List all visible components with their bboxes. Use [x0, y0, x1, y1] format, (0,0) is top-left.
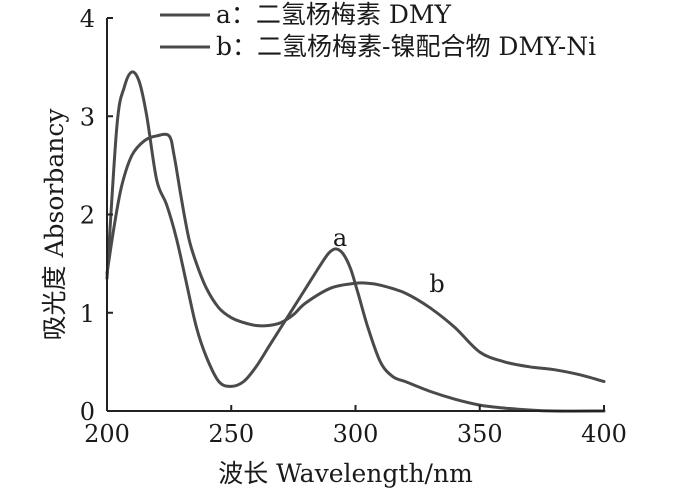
- legend-label-b: b：二氢杨梅素-镍配合物 DMY-Ni: [216, 32, 596, 61]
- curve-label-a: a: [333, 224, 347, 252]
- y-tick-label: 2: [80, 202, 95, 230]
- x-tick-label: 300: [333, 420, 379, 448]
- labels: 波长 Wavelength/nm 吸光度 Absorbancy a b: [40, 108, 473, 488]
- y-tick-label: 1: [80, 300, 95, 328]
- curve-label-b: b: [429, 270, 444, 298]
- x-tick-label: 350: [457, 420, 503, 448]
- legend: a：二氢杨梅素 DMY b：二氢杨梅素-镍配合物 DMY-Ni: [160, 0, 596, 61]
- y-tick-label: 3: [80, 103, 95, 131]
- y-tick-label: 0: [80, 398, 95, 426]
- series-a-line: [105, 70, 606, 413]
- axes: 200 250 300 350 400 0 1 2 3 4: [80, 5, 627, 448]
- x-tick-label: 250: [208, 420, 254, 448]
- series-b-line: [105, 132, 606, 383]
- curves: [105, 70, 606, 413]
- y-axis-title: 吸光度 Absorbancy: [40, 108, 69, 341]
- x-axis-title: 波长 Wavelength/nm: [218, 459, 473, 488]
- y-tick-label: 4: [80, 5, 95, 33]
- x-tick-label: 200: [84, 420, 130, 448]
- x-tick-label: 400: [581, 420, 627, 448]
- legend-label-a: a：二氢杨梅素 DMY: [216, 0, 451, 29]
